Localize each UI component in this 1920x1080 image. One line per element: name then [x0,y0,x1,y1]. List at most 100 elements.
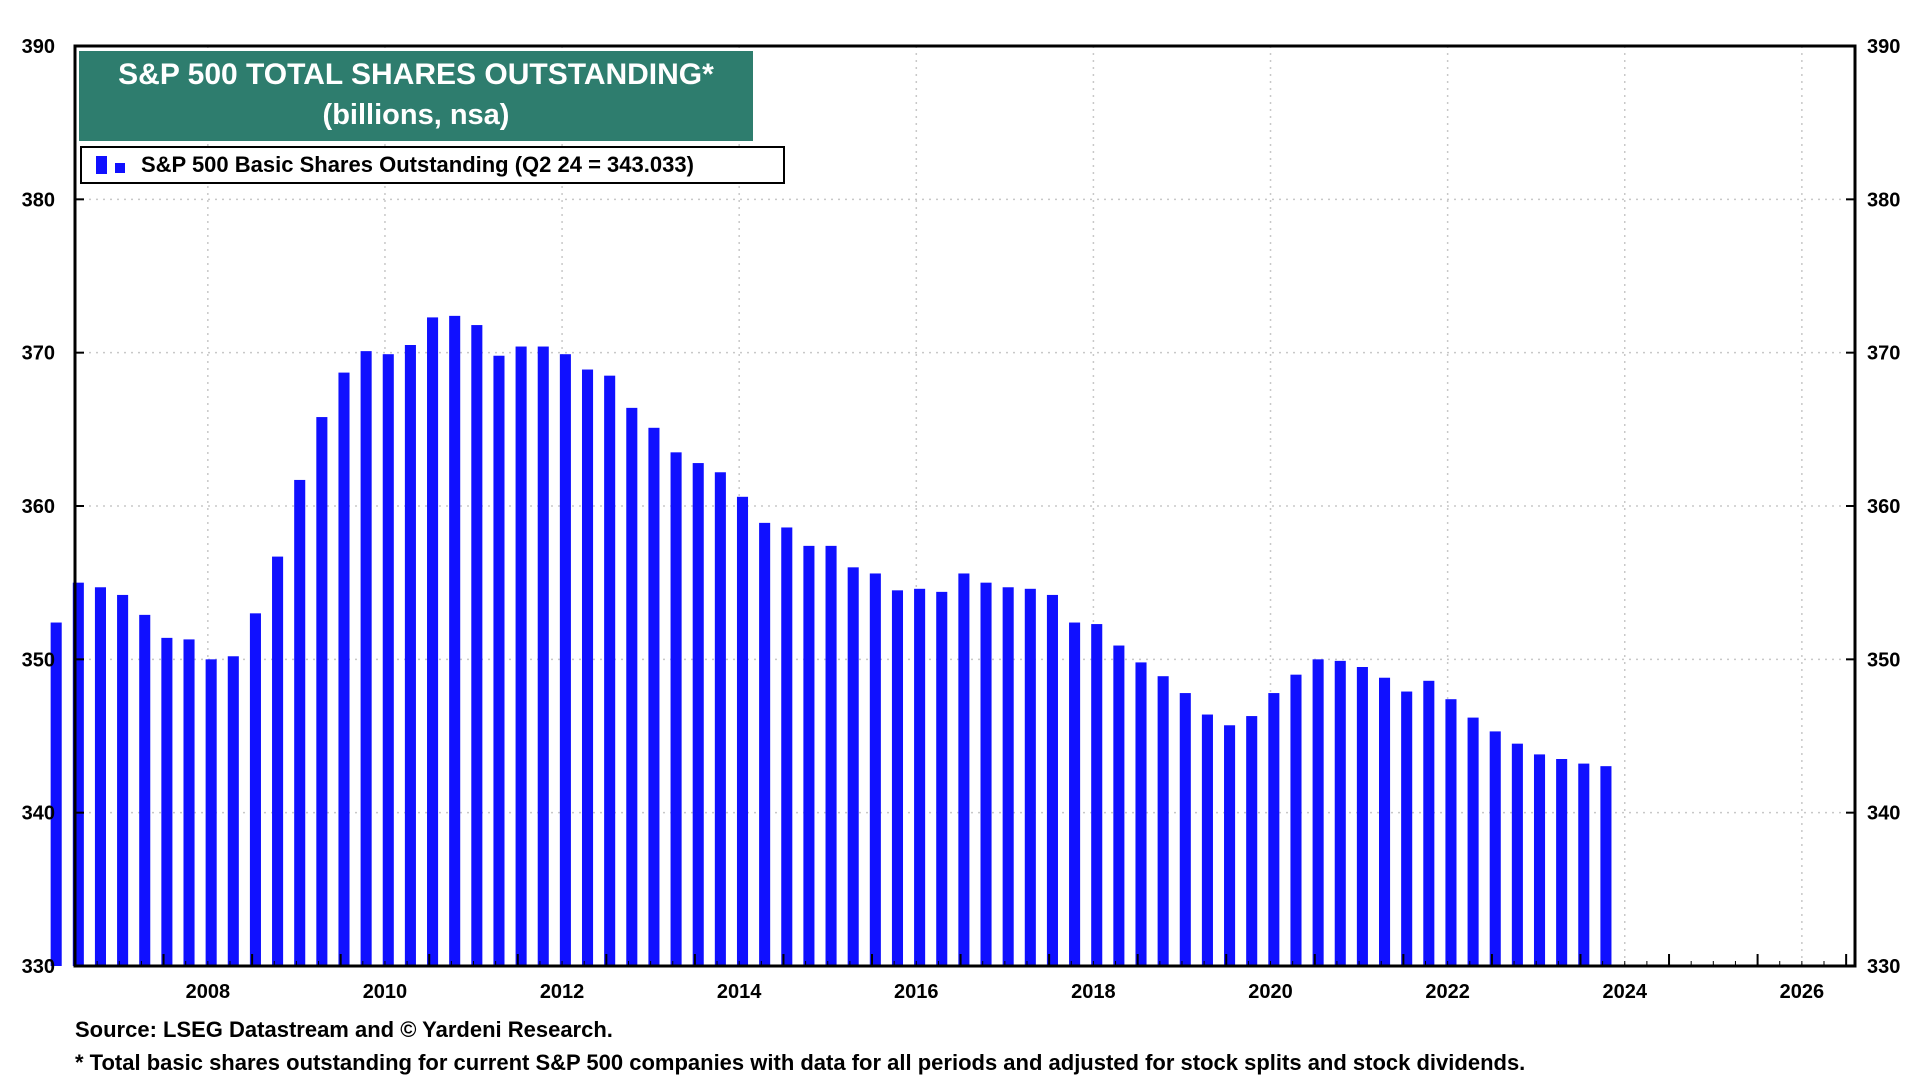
bar [1246,716,1258,966]
bar [316,417,328,967]
bar [759,522,771,966]
chart-title: S&P 500 TOTAL SHARES OUTSTANDING* [118,58,714,91]
bar [537,346,549,966]
bar [736,496,749,966]
x-tick-label: 2008 [186,981,231,1003]
bar [404,345,416,966]
bar [1511,743,1523,966]
y-tick-label-right: 360 [1867,496,1900,518]
bar [493,355,505,966]
bar [227,656,239,966]
y-tick-label: 360 [22,496,55,518]
bar [249,613,261,966]
bar [1268,693,1280,966]
bar [1423,680,1435,966]
y-tick-label: 390 [22,36,55,58]
y-tick-label: 380 [22,189,55,211]
bar [515,346,527,966]
bar [161,637,173,966]
bar [891,590,904,966]
y-tick-label: 330 [22,956,55,978]
bar [648,427,660,966]
bar [139,614,151,966]
bar [714,472,726,966]
bar [559,354,571,966]
y-tick-label-right: 340 [1867,803,1900,825]
bar [958,573,970,966]
bar [1312,659,1324,966]
bar [1179,693,1191,966]
bar [1578,763,1590,966]
y-tick-label-right: 370 [1867,343,1900,365]
bar [338,372,350,967]
bar [825,545,837,966]
legend-swatch [96,156,107,174]
bar [1224,725,1236,966]
bar [604,375,616,967]
bar [294,479,306,966]
bar [1069,622,1081,966]
bar [1356,667,1368,966]
x-tick-label: 2010 [363,981,408,1003]
bar [847,567,859,966]
bar [781,527,793,966]
bar [117,594,129,966]
bar-series [50,315,1612,967]
bar [626,407,638,966]
bar [1600,766,1612,966]
bar [50,622,62,966]
chart-title-box: S&P 500 TOTAL SHARES OUTSTANDING* (billi… [79,51,753,141]
bar [427,317,439,966]
bar [914,588,926,966]
bar [360,351,372,967]
bar [1290,674,1302,966]
axis-ticks [74,45,1855,967]
bar [670,452,682,966]
axis-labels: 330 330 340 340 350 350 360 360 370 370 380 380 390 3… [22,36,1901,1003]
bar [1113,645,1125,966]
bar [1401,691,1413,966]
source-note: Source: LSEG Datastream and © Yardeni Re… [75,1017,613,1042]
x-tick-label: 2026 [1780,981,1825,1003]
bar [1135,662,1147,966]
bar [803,545,815,966]
legend-swatch-small [115,163,125,173]
bar [1467,717,1479,966]
y-tick-label: 350 [22,649,55,671]
bar [183,639,195,966]
bar [1489,731,1501,966]
y-tick-label-right: 390 [1867,36,1900,58]
bar [1556,759,1568,966]
y-tick-label: 370 [22,343,55,365]
bar [1157,676,1169,966]
x-tick-label: 2014 [717,981,762,1003]
bar [1445,699,1457,966]
bar [1024,588,1036,966]
bar [1091,624,1103,966]
bar [1334,660,1346,966]
chart-subtitle: (billions, nsa) [322,99,510,131]
bar [382,354,394,966]
bar [980,582,992,966]
x-tick-label: 2012 [540,981,585,1003]
bar [869,573,881,966]
bar [1533,754,1546,966]
legend: S&P 500 Basic Shares Outstanding (Q2 24 … [80,146,785,184]
bar [471,325,483,967]
bar [1002,587,1014,966]
x-tick-label: 2020 [1248,981,1293,1003]
x-tick-label: 2024 [1603,981,1648,1003]
bar [692,463,704,966]
bar [72,582,84,966]
x-tick-label: 2018 [1071,981,1116,1003]
y-tick-label: 340 [22,803,55,825]
y-tick-label-right: 380 [1867,189,1900,211]
bar [1379,677,1391,966]
bar [272,556,284,966]
legend-label: S&P 500 Basic Shares Outstanding (Q2 24 … [141,152,694,177]
bar [581,369,594,966]
x-tick-label: 2016 [894,981,939,1003]
bar [1046,594,1058,966]
bar [1201,714,1213,966]
